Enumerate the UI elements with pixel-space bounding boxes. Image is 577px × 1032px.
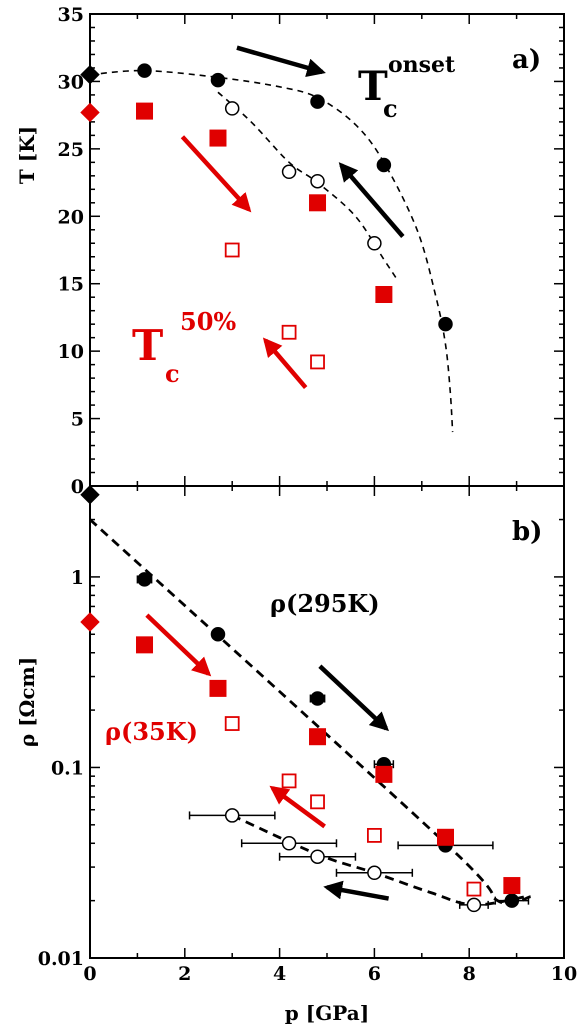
x-tick-label: 4 bbox=[273, 963, 286, 985]
red-direction-arrow bbox=[262, 337, 308, 390]
tc-onset-main: T bbox=[358, 63, 388, 110]
panel-a-tc-vs-pressure: 0 5 10 15 20 25 30 35 a) T [K] T c onset T c 50… bbox=[15, 4, 565, 498]
red-filled-square-point bbox=[437, 828, 454, 846]
panel-a-y-axis-label: T [K] bbox=[15, 126, 39, 184]
panel-a-axes: 0 5 10 15 20 25 30 35 bbox=[58, 4, 565, 498]
red-open-square-point bbox=[310, 354, 325, 370]
y-tick-label: 35 bbox=[58, 4, 84, 26]
x-tick-label: 0 bbox=[83, 963, 96, 985]
black-direction-arrow bbox=[338, 162, 405, 238]
red-filled-square-point bbox=[309, 194, 327, 212]
red-filled-diamond-point bbox=[80, 102, 100, 123]
red-filled-square-point bbox=[209, 129, 227, 147]
black-direction-arrow bbox=[236, 45, 326, 77]
tc-onset-sup: onset bbox=[388, 52, 456, 78]
red-open-square-point bbox=[366, 827, 382, 843]
black-filled-circle-point bbox=[504, 893, 520, 908]
tc-50-sup: 50% bbox=[180, 307, 236, 336]
panel-b-label: b) bbox=[512, 517, 542, 547]
panel-a-guide-curves bbox=[89, 69, 454, 433]
black-filled-circle-point bbox=[376, 157, 392, 173]
panel-a-label: a) bbox=[512, 45, 541, 75]
y-tick-label: 30 bbox=[58, 71, 84, 93]
panel-b-y-axis-label: ρ [Ωcm] bbox=[15, 657, 39, 747]
black-filled-circle-point bbox=[438, 316, 453, 332]
panel-b-resistivity-vs-pressure: 0 2 4 6 8 10 0.01 0.1 1 b) ρ [Ωcm] p [GPa] ρ(295… bbox=[15, 485, 577, 1025]
y-tick-label: 25 bbox=[58, 139, 84, 161]
x-axis-label: p [GPa] bbox=[285, 1001, 369, 1025]
red-open-square-point bbox=[281, 773, 297, 789]
black-open-circle-point bbox=[466, 897, 482, 913]
x-tick-label: 2 bbox=[178, 963, 191, 985]
y-tick-label: 15 bbox=[58, 274, 84, 296]
black-filled-diamond-point bbox=[80, 64, 100, 85]
black-filled-circle-point bbox=[310, 691, 325, 706]
y-tick-label: 5 bbox=[71, 409, 84, 431]
black-filled-circle-point bbox=[210, 627, 226, 642]
panel-b-axes: 0 2 4 6 8 10 0.01 0.1 1 bbox=[38, 485, 577, 985]
guide-curve-1 bbox=[89, 518, 532, 906]
tc-onset-sub: c bbox=[383, 94, 398, 123]
red-open-square-point bbox=[224, 716, 240, 731]
red-direction-arrow bbox=[180, 135, 252, 213]
tc-50-annotation: T c 50% bbox=[132, 307, 236, 388]
red-filled-square-point bbox=[309, 728, 327, 746]
x-tick-label: 10 bbox=[551, 963, 577, 985]
red-direction-arrow bbox=[269, 785, 326, 829]
black-open-circle-point bbox=[367, 236, 382, 251]
tc-50-main: T bbox=[132, 321, 163, 370]
tc-onset-annotation: T c onset bbox=[358, 52, 456, 123]
red-filled-square-point bbox=[209, 679, 227, 697]
panel-a-arrows bbox=[180, 45, 405, 390]
red-direction-arrow bbox=[145, 613, 212, 677]
black-filled-circle-point bbox=[137, 572, 152, 587]
black-open-circle-point bbox=[224, 808, 240, 823]
tc-50-sub: c bbox=[165, 359, 180, 388]
black-direction-arrow bbox=[318, 664, 390, 732]
black-filled-circle-point bbox=[210, 72, 226, 88]
black-open-circle-point bbox=[310, 173, 325, 189]
red-open-square-point bbox=[466, 881, 482, 897]
y-tick-label: 20 bbox=[58, 206, 84, 228]
panel-b-guide-curves bbox=[89, 518, 532, 907]
x-tick-label: 8 bbox=[463, 963, 476, 985]
y-tick-label: 1 bbox=[71, 567, 84, 589]
y-tick-label: 0.01 bbox=[38, 948, 84, 970]
black-direction-arrow bbox=[323, 880, 390, 901]
rho-295-annotation: ρ(295K) bbox=[270, 589, 380, 618]
panel-b-arrows bbox=[145, 613, 390, 901]
panel-a-data-points bbox=[80, 63, 453, 370]
black-open-circle-point bbox=[281, 836, 297, 851]
black-filled-circle-point bbox=[310, 94, 325, 109]
black-open-circle-point bbox=[281, 164, 297, 180]
red-open-square-point bbox=[281, 324, 297, 340]
red-filled-square-point bbox=[136, 636, 154, 654]
red-filled-square-point bbox=[136, 102, 154, 120]
red-open-square-point bbox=[224, 242, 240, 258]
guide-curve-1 bbox=[89, 69, 454, 433]
red-filled-square-point bbox=[375, 286, 393, 304]
black-filled-circle-point bbox=[137, 63, 152, 78]
black-open-circle-point bbox=[310, 849, 325, 864]
rho-35-annotation: ρ(35K) bbox=[105, 717, 198, 746]
black-open-circle-point bbox=[224, 101, 240, 116]
y-tick-label: 0 bbox=[71, 476, 84, 498]
y-tick-label: 10 bbox=[58, 341, 84, 363]
guide-curve-2 bbox=[217, 91, 399, 282]
red-filled-square-point bbox=[375, 765, 393, 783]
black-open-circle-point bbox=[367, 865, 382, 881]
red-filled-diamond-point bbox=[80, 612, 100, 632]
panel-a-frame bbox=[89, 13, 565, 487]
panel-b-data-points bbox=[80, 485, 530, 913]
y-tick-label: 0.1 bbox=[51, 757, 84, 779]
black-filled-diamond-point bbox=[80, 485, 100, 505]
x-tick-label: 6 bbox=[368, 963, 381, 985]
red-filled-square-point bbox=[503, 877, 521, 895]
red-open-square-point bbox=[310, 794, 325, 810]
